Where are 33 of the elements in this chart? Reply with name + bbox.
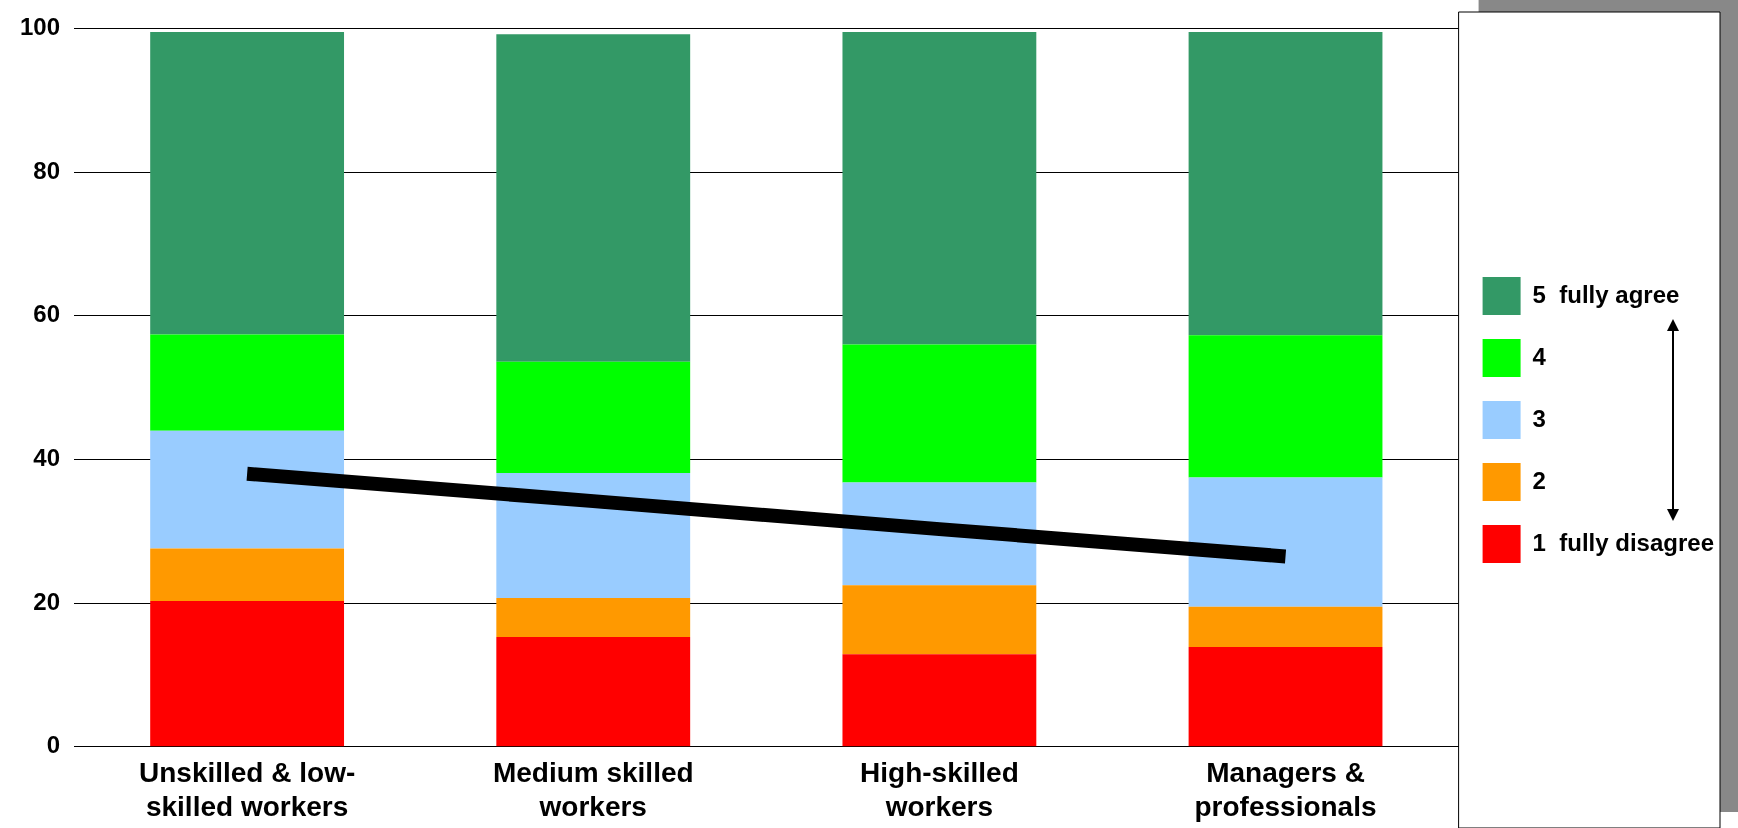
y-tick-label: 80 xyxy=(33,156,61,184)
y-tick-label: 20 xyxy=(33,587,61,615)
bar xyxy=(842,654,1037,747)
y-tick-label: 40 xyxy=(33,444,61,472)
y-tick-label: 100 xyxy=(20,13,61,41)
bar xyxy=(842,31,1037,345)
x-tick-label: High-skilled workers xyxy=(860,757,1019,822)
y-tick-label: 0 xyxy=(46,731,61,759)
bar xyxy=(1188,606,1383,647)
bar xyxy=(496,34,691,362)
bar xyxy=(496,361,691,474)
x-tick-label: Unskilled & low-skilled workers xyxy=(138,757,356,822)
bar xyxy=(1188,335,1383,478)
legend-label: 2 xyxy=(1532,466,1546,494)
bar xyxy=(1188,31,1383,336)
bar xyxy=(150,600,345,747)
bar xyxy=(496,598,691,637)
legend-label: 3 xyxy=(1532,404,1546,432)
bar xyxy=(1188,477,1383,607)
bar xyxy=(1188,646,1383,747)
bar xyxy=(150,548,345,601)
x-tick-label: Managers & professionals xyxy=(1194,757,1377,822)
y-tick-label: 60 xyxy=(33,300,61,328)
legend-label: 5 fully agree xyxy=(1532,280,1680,308)
bar xyxy=(496,636,691,747)
bar xyxy=(150,31,345,335)
bar xyxy=(842,585,1037,655)
x-tick-label: Medium skilled workers xyxy=(492,757,694,822)
bar xyxy=(150,430,345,549)
legend-label: 4 xyxy=(1532,342,1547,370)
bar xyxy=(842,344,1037,483)
legend-label: 1 fully disagree xyxy=(1532,528,1714,556)
bar xyxy=(150,334,345,431)
